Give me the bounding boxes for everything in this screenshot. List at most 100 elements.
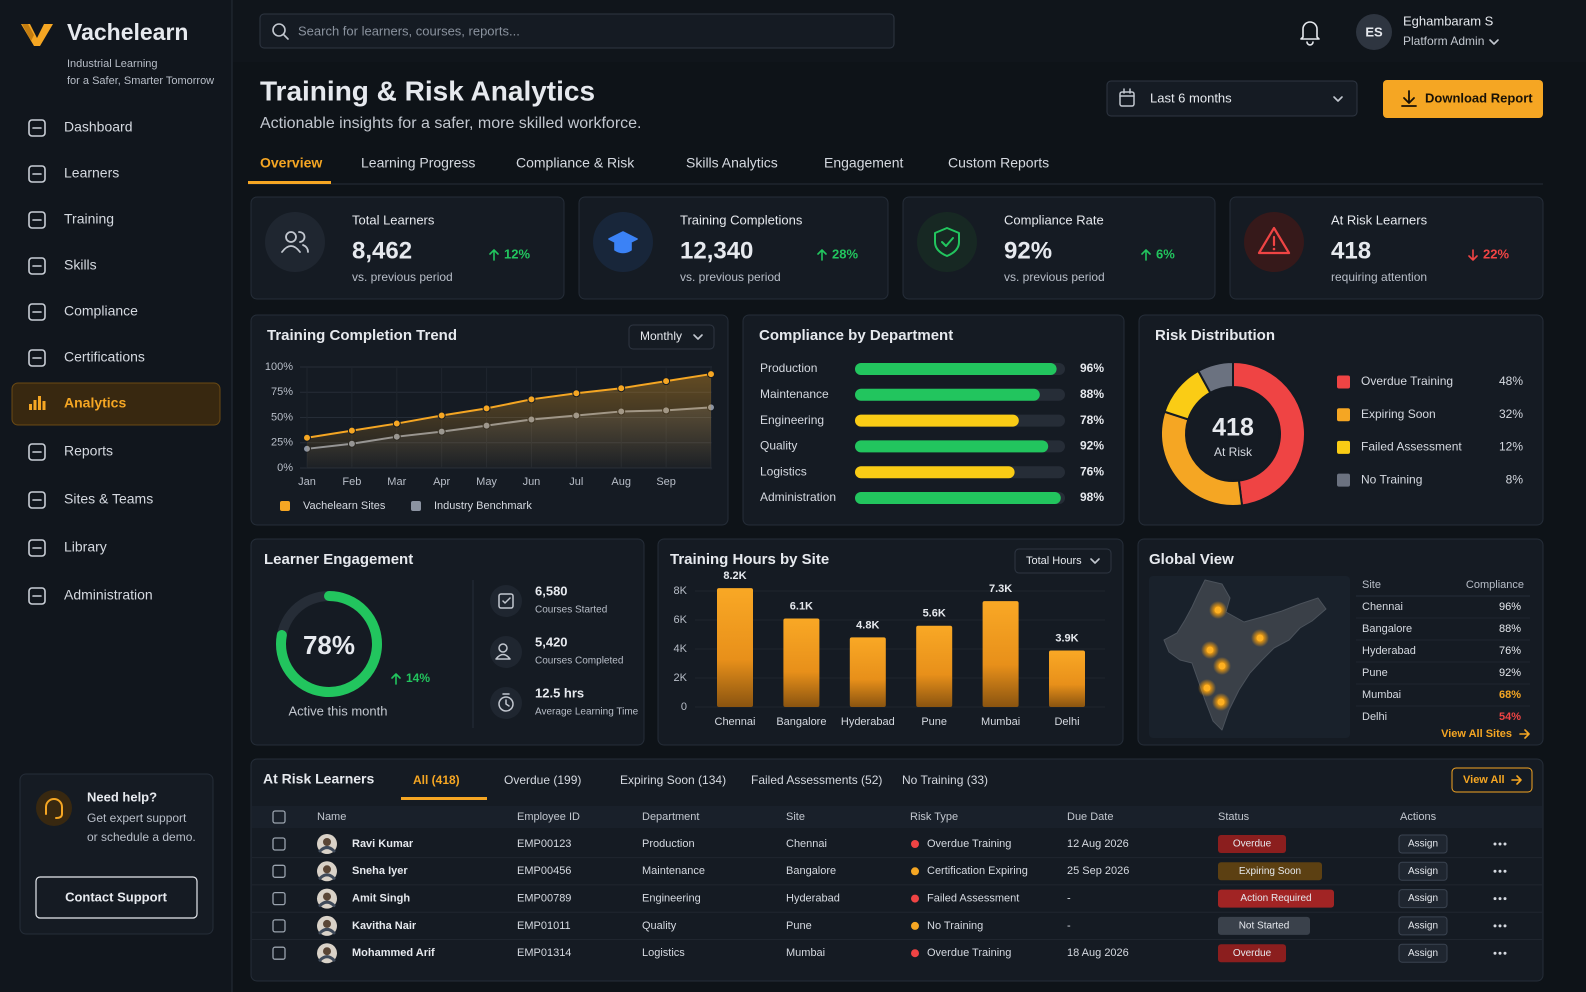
assign-label[interactable]: Assign	[1408, 866, 1438, 877]
more-menu	[1503, 897, 1507, 901]
nav-item[interactable]: Analytics	[64, 395, 126, 411]
view-all-sites[interactable]: View All Sites	[1441, 728, 1512, 740]
nav-item[interactable]: Compliance	[64, 303, 138, 319]
x-tick-label: Hyderabad	[841, 716, 895, 728]
nav-item[interactable]: Administration	[64, 587, 153, 603]
kpi-change: 28%	[832, 246, 858, 261]
tab[interactable]: Compliance & Risk	[516, 155, 635, 171]
site-compliance: 76%	[1499, 645, 1521, 657]
table-header	[252, 806, 1542, 828]
metric-control[interactable]	[1014, 548, 1112, 574]
control-label[interactable]: Total Hours	[1026, 555, 1082, 567]
more-menu	[1498, 897, 1502, 901]
period-select[interactable]	[1106, 80, 1358, 117]
filter-tab[interactable]: All (418)	[413, 773, 460, 787]
kpi-label: Compliance Rate	[1004, 212, 1104, 227]
site-compliance: 54%	[1499, 711, 1521, 723]
risk-dot	[911, 921, 919, 930]
nav-item[interactable]: Library	[64, 539, 107, 555]
view-all-button[interactable]	[1451, 767, 1533, 793]
download-label[interactable]: Download Report	[1425, 90, 1533, 105]
due-date: 18 Aug 2026	[1067, 947, 1129, 959]
employee-id: EMP00789	[517, 893, 571, 905]
risk-dot	[911, 840, 919, 848]
filter-tab[interactable]: Expiring Soon (134)	[620, 773, 726, 787]
x-tick-label: Feb	[342, 476, 361, 488]
arrow-icon	[1511, 775, 1522, 785]
avatar-body	[318, 927, 336, 935]
control-label[interactable]: Monthly	[640, 329, 682, 343]
tab[interactable]: Custom Reports	[948, 155, 1049, 171]
checkbox[interactable]	[272, 837, 286, 851]
status-label: Overdue	[1233, 839, 1272, 850]
learner-name: Ravi Kumar	[352, 838, 414, 850]
value-label: 98%	[1080, 490, 1104, 504]
nav-item[interactable]: Reports	[64, 443, 113, 459]
nav-item[interactable]: Training	[64, 211, 114, 227]
filter-tab[interactable]: No Training (33)	[902, 773, 988, 787]
legend-swatch	[1337, 408, 1350, 422]
period-control[interactable]	[628, 324, 715, 350]
kpi-value: 92%	[1004, 237, 1052, 264]
tab[interactable]: Learning Progress	[361, 155, 475, 171]
nav-icon	[28, 257, 46, 275]
assign-button[interactable]	[1398, 943, 1448, 963]
x-tick-label: Apr	[433, 476, 450, 488]
y-tick-label: 100%	[265, 361, 293, 373]
assign-button[interactable]	[1398, 916, 1448, 936]
y-tick-label: 4K	[674, 643, 688, 655]
contact-button-label[interactable]: Contact Support	[65, 889, 167, 904]
checkbox[interactable]	[272, 891, 286, 906]
bar	[717, 588, 753, 707]
tab[interactable]: Overview	[260, 155, 322, 171]
y-tick-label: 2K	[674, 672, 688, 684]
bar	[855, 363, 1057, 375]
nav-item[interactable]: Sites & Teams	[64, 491, 153, 507]
category-label: Logistics	[760, 464, 807, 478]
filter-tab[interactable]: Failed Assessments (52)	[751, 773, 882, 787]
nav-active	[11, 382, 221, 426]
more-menu	[1503, 924, 1507, 928]
assign-button[interactable]	[1398, 834, 1448, 854]
checkbox[interactable]	[272, 946, 286, 960]
nav-item[interactable]: Certifications	[64, 349, 145, 365]
tab[interactable]: Skills Analytics	[686, 155, 778, 171]
gauge-caption: Active this month	[289, 703, 388, 718]
calendar-icon	[1119, 88, 1135, 97]
assign-button[interactable]	[1398, 889, 1448, 909]
value-label: 8.2K	[723, 570, 746, 582]
assign-label[interactable]: Assign	[1408, 921, 1438, 932]
assign-label[interactable]: Assign	[1408, 948, 1438, 959]
assign-button[interactable]	[1398, 861, 1448, 881]
arrow-up-icon	[817, 249, 827, 261]
stat-value: 5,420	[535, 634, 568, 649]
nav-item[interactable]: Learners	[64, 165, 119, 181]
checkbox[interactable]	[272, 810, 286, 824]
site-compliance: 96%	[1499, 601, 1521, 613]
view-all-label[interactable]: View All	[1463, 774, 1505, 786]
y-tick-label: 75%	[271, 386, 293, 398]
assign-label[interactable]: Assign	[1408, 893, 1438, 904]
stat-icon	[495, 653, 511, 660]
search-box[interactable]	[259, 13, 895, 49]
filter-tab[interactable]: Overdue (199)	[504, 773, 581, 787]
value-label: 88%	[1080, 387, 1104, 401]
category-label: Administration	[760, 490, 836, 504]
nav-item[interactable]: Skills	[64, 257, 97, 273]
kpi-label: Training Completions	[680, 212, 803, 227]
employee-id: EMP00123	[517, 838, 571, 850]
risk-dot	[911, 867, 919, 876]
tab[interactable]: Engagement	[824, 155, 904, 171]
download-button[interactable]	[1383, 80, 1543, 118]
checkbox[interactable]	[272, 919, 286, 933]
nav-icon	[28, 211, 46, 229]
bar	[982, 601, 1019, 707]
nav-item[interactable]: Dashboard	[64, 119, 133, 135]
assign-label[interactable]: Assign	[1408, 839, 1438, 850]
checkbox[interactable]	[272, 864, 286, 878]
site: Mumbai	[786, 947, 825, 959]
nav-icon	[28, 119, 46, 137]
contact-button[interactable]	[35, 876, 198, 919]
nav-icon	[28, 443, 46, 461]
due-date: 25 Sep 2026	[1067, 865, 1129, 877]
